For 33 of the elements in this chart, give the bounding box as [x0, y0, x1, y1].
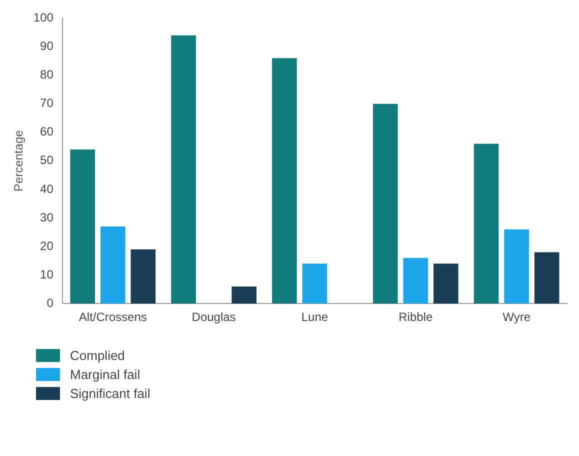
y-axis-title: Percentage: [12, 130, 26, 192]
bar: [403, 258, 428, 304]
y-tick-label: 90: [40, 39, 54, 54]
bar: [504, 229, 529, 304]
legend-label: Significant fail: [70, 386, 150, 401]
y-tick-label: 30: [40, 210, 54, 224]
bar: [272, 58, 297, 304]
y-tick-label: 20: [40, 238, 54, 253]
y-tick-label: 100: [33, 10, 54, 25]
bar: [372, 104, 398, 304]
bar: [232, 286, 256, 304]
bar: [433, 264, 458, 304]
y-tick-label: 0: [46, 296, 54, 310]
bar: [100, 226, 126, 304]
y-tick-label: 70: [40, 96, 54, 110]
x-tick-label: Ribble: [398, 310, 433, 324]
y-tick-label: 40: [40, 182, 54, 196]
x-tick-label: Wyre: [502, 310, 531, 324]
x-tick-label: Alt/Crossens: [78, 310, 147, 324]
bar: [70, 149, 96, 304]
bar: [302, 264, 328, 304]
bar: [474, 144, 499, 304]
bar: [130, 249, 156, 304]
legend-label: Marginal fail: [70, 367, 140, 382]
x-tick-label: Douglas: [192, 310, 236, 324]
legend-label: Complied: [70, 348, 125, 363]
bar: [171, 35, 196, 304]
x-tick-label: Lune: [301, 310, 328, 324]
bar: [534, 252, 560, 304]
y-tick-label: 60: [40, 124, 54, 139]
y-tick-label: 10: [40, 267, 54, 282]
y-tick-label: 50: [40, 153, 54, 168]
y-tick-label: 80: [40, 68, 54, 82]
